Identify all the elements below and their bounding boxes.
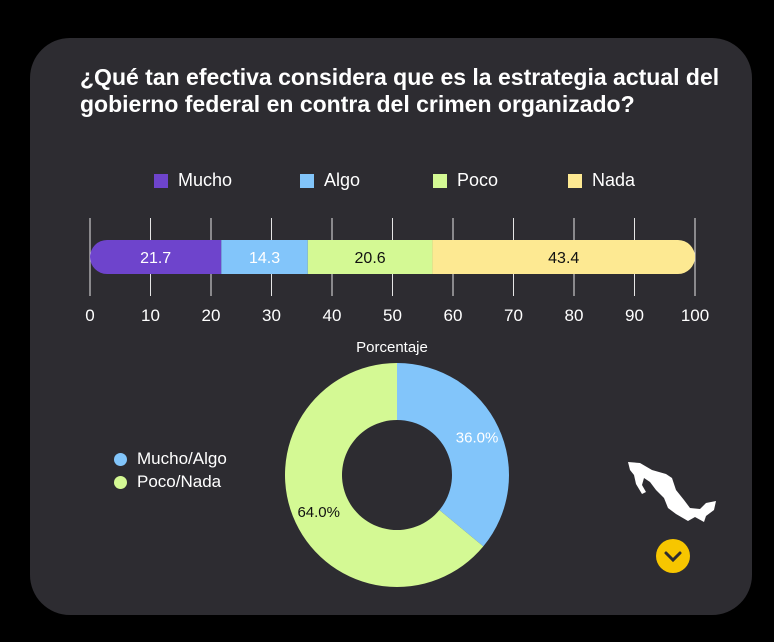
legend-swatch bbox=[300, 173, 314, 188]
slice-label: 64.0% bbox=[297, 504, 340, 521]
pie-legend-item[interactable]: Mucho/Algo bbox=[114, 449, 227, 469]
legend-item[interactable]: Poco bbox=[433, 170, 498, 191]
pie-legend-item[interactable]: Poco/Nada bbox=[114, 472, 221, 492]
legend-label: Nada bbox=[592, 170, 636, 190]
bar-segment-mucho[interactable] bbox=[90, 240, 222, 274]
bar-segment-poco[interactable] bbox=[307, 240, 433, 274]
bar-data-label: 21.7 bbox=[140, 250, 171, 267]
legend-label: Poco/Nada bbox=[137, 472, 222, 491]
x-axis-label: Porcentaje bbox=[356, 339, 428, 356]
legend-item[interactable]: Algo bbox=[300, 170, 360, 191]
legend-label: Algo bbox=[324, 170, 361, 190]
bar-data-label: 14.3 bbox=[249, 250, 280, 267]
x-tick-label: 100 bbox=[681, 306, 709, 325]
x-tick-label: 70 bbox=[504, 306, 523, 325]
legend-label: Mucho bbox=[178, 170, 233, 190]
legend-dot bbox=[114, 452, 127, 466]
x-tick-label: 10 bbox=[141, 306, 160, 325]
donut-slice[interactable] bbox=[285, 363, 484, 587]
slice-label: 36.0% bbox=[456, 429, 499, 446]
legend-swatch bbox=[433, 173, 447, 188]
x-tick-label: 0 bbox=[85, 306, 94, 325]
legend-swatch bbox=[154, 173, 168, 188]
x-tick-label: 60 bbox=[444, 306, 463, 325]
chevron-down-icon[interactable] bbox=[656, 539, 690, 573]
x-tick-label: 90 bbox=[625, 306, 644, 325]
bar-segment-algo[interactable] bbox=[221, 240, 308, 274]
legend-label: Mucho/Algo bbox=[137, 449, 227, 468]
bar-segment-nada[interactable] bbox=[432, 240, 695, 274]
x-tick-label: 20 bbox=[202, 306, 221, 325]
donut-slice[interactable] bbox=[397, 363, 510, 547]
legend-item[interactable]: Mucho bbox=[154, 170, 232, 191]
x-tick-label: 30 bbox=[262, 306, 281, 325]
x-tick-label: 40 bbox=[323, 306, 342, 325]
legend-dot bbox=[114, 475, 127, 489]
legend-item[interactable]: Nada bbox=[568, 170, 635, 191]
bar-data-label: 43.4 bbox=[548, 250, 579, 267]
legend-label: Poco bbox=[457, 170, 499, 190]
x-tick-label: 80 bbox=[565, 306, 584, 325]
chart-title: ¿Qué tan efectiva considera que es la es… bbox=[80, 64, 720, 117]
bar-data-label: 20.6 bbox=[355, 250, 386, 267]
legend-swatch bbox=[568, 173, 582, 188]
x-tick-label: 50 bbox=[383, 306, 402, 325]
